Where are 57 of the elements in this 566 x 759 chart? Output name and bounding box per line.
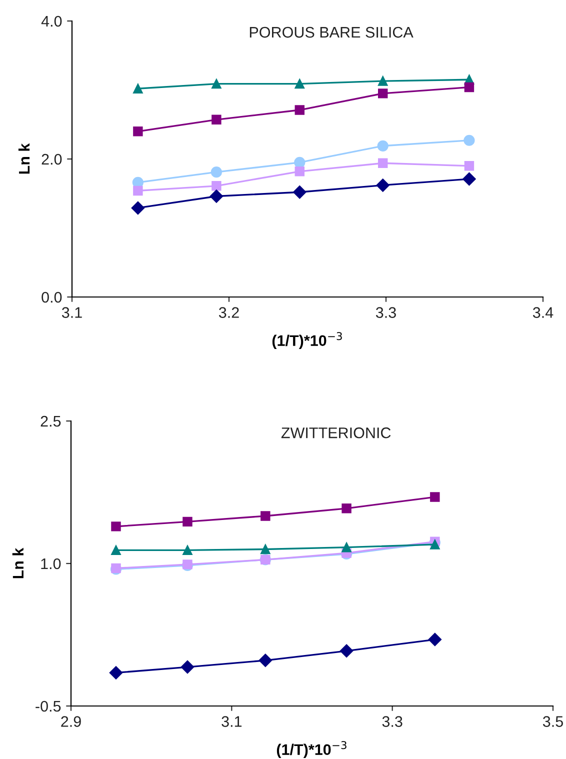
point xyxy=(260,511,270,521)
x-tick-label: 3.1 xyxy=(222,716,242,727)
x-tick-label: 3.5 xyxy=(542,716,563,727)
x-tick-label: 3.4 xyxy=(532,307,554,318)
x-tick-label: 3.2 xyxy=(218,307,239,318)
x-tick-label: 3.1 xyxy=(62,307,82,318)
point xyxy=(212,78,222,89)
point xyxy=(133,126,143,136)
point xyxy=(376,178,390,192)
point xyxy=(430,540,440,550)
point xyxy=(340,644,354,658)
y-tick-label: -0.5 xyxy=(36,700,61,712)
y-tick-label: 4.0 xyxy=(41,16,62,27)
x-axis-title: (1/T)*10$^{−3}$ xyxy=(276,741,346,758)
point xyxy=(182,545,192,556)
point xyxy=(294,166,305,176)
y-axis-title: Ln k xyxy=(18,143,30,174)
point xyxy=(212,181,222,191)
point xyxy=(462,172,476,186)
y-axis-title: Ln k xyxy=(12,548,24,578)
point xyxy=(180,660,194,674)
point xyxy=(342,542,352,552)
point xyxy=(260,544,270,554)
point xyxy=(131,201,145,215)
point xyxy=(378,158,388,168)
point xyxy=(464,134,475,146)
point xyxy=(258,654,272,667)
y-tick-label: 2.5 xyxy=(40,416,61,427)
y-tick-label: 0.0 xyxy=(42,292,62,303)
point xyxy=(109,666,123,680)
point xyxy=(210,190,224,203)
point xyxy=(210,166,222,178)
point xyxy=(182,516,192,527)
chart-title: ZWITTERIONIC xyxy=(281,427,391,438)
y-tick-label: 1.0 xyxy=(41,558,61,570)
point xyxy=(428,632,442,646)
point xyxy=(294,105,305,115)
point xyxy=(133,84,143,94)
point xyxy=(111,545,121,556)
point xyxy=(212,114,222,125)
x-tick-label: 3.3 xyxy=(382,716,402,727)
point xyxy=(464,161,474,171)
x-tick-label: 2.9 xyxy=(61,716,81,727)
y-tick-label: 2.0 xyxy=(42,154,62,165)
point xyxy=(342,504,352,514)
chart-title: POROUS BARE SILICA xyxy=(250,26,414,38)
point xyxy=(294,78,305,89)
point xyxy=(111,522,121,532)
point xyxy=(378,88,388,98)
point xyxy=(133,186,143,196)
point xyxy=(464,82,474,92)
x-tick-label: 3.3 xyxy=(376,307,396,318)
point xyxy=(377,140,388,152)
point xyxy=(378,76,388,86)
point xyxy=(293,186,306,199)
x-axis-title: (1/T)*10$^{−3}$ xyxy=(272,332,342,350)
point xyxy=(430,492,440,502)
